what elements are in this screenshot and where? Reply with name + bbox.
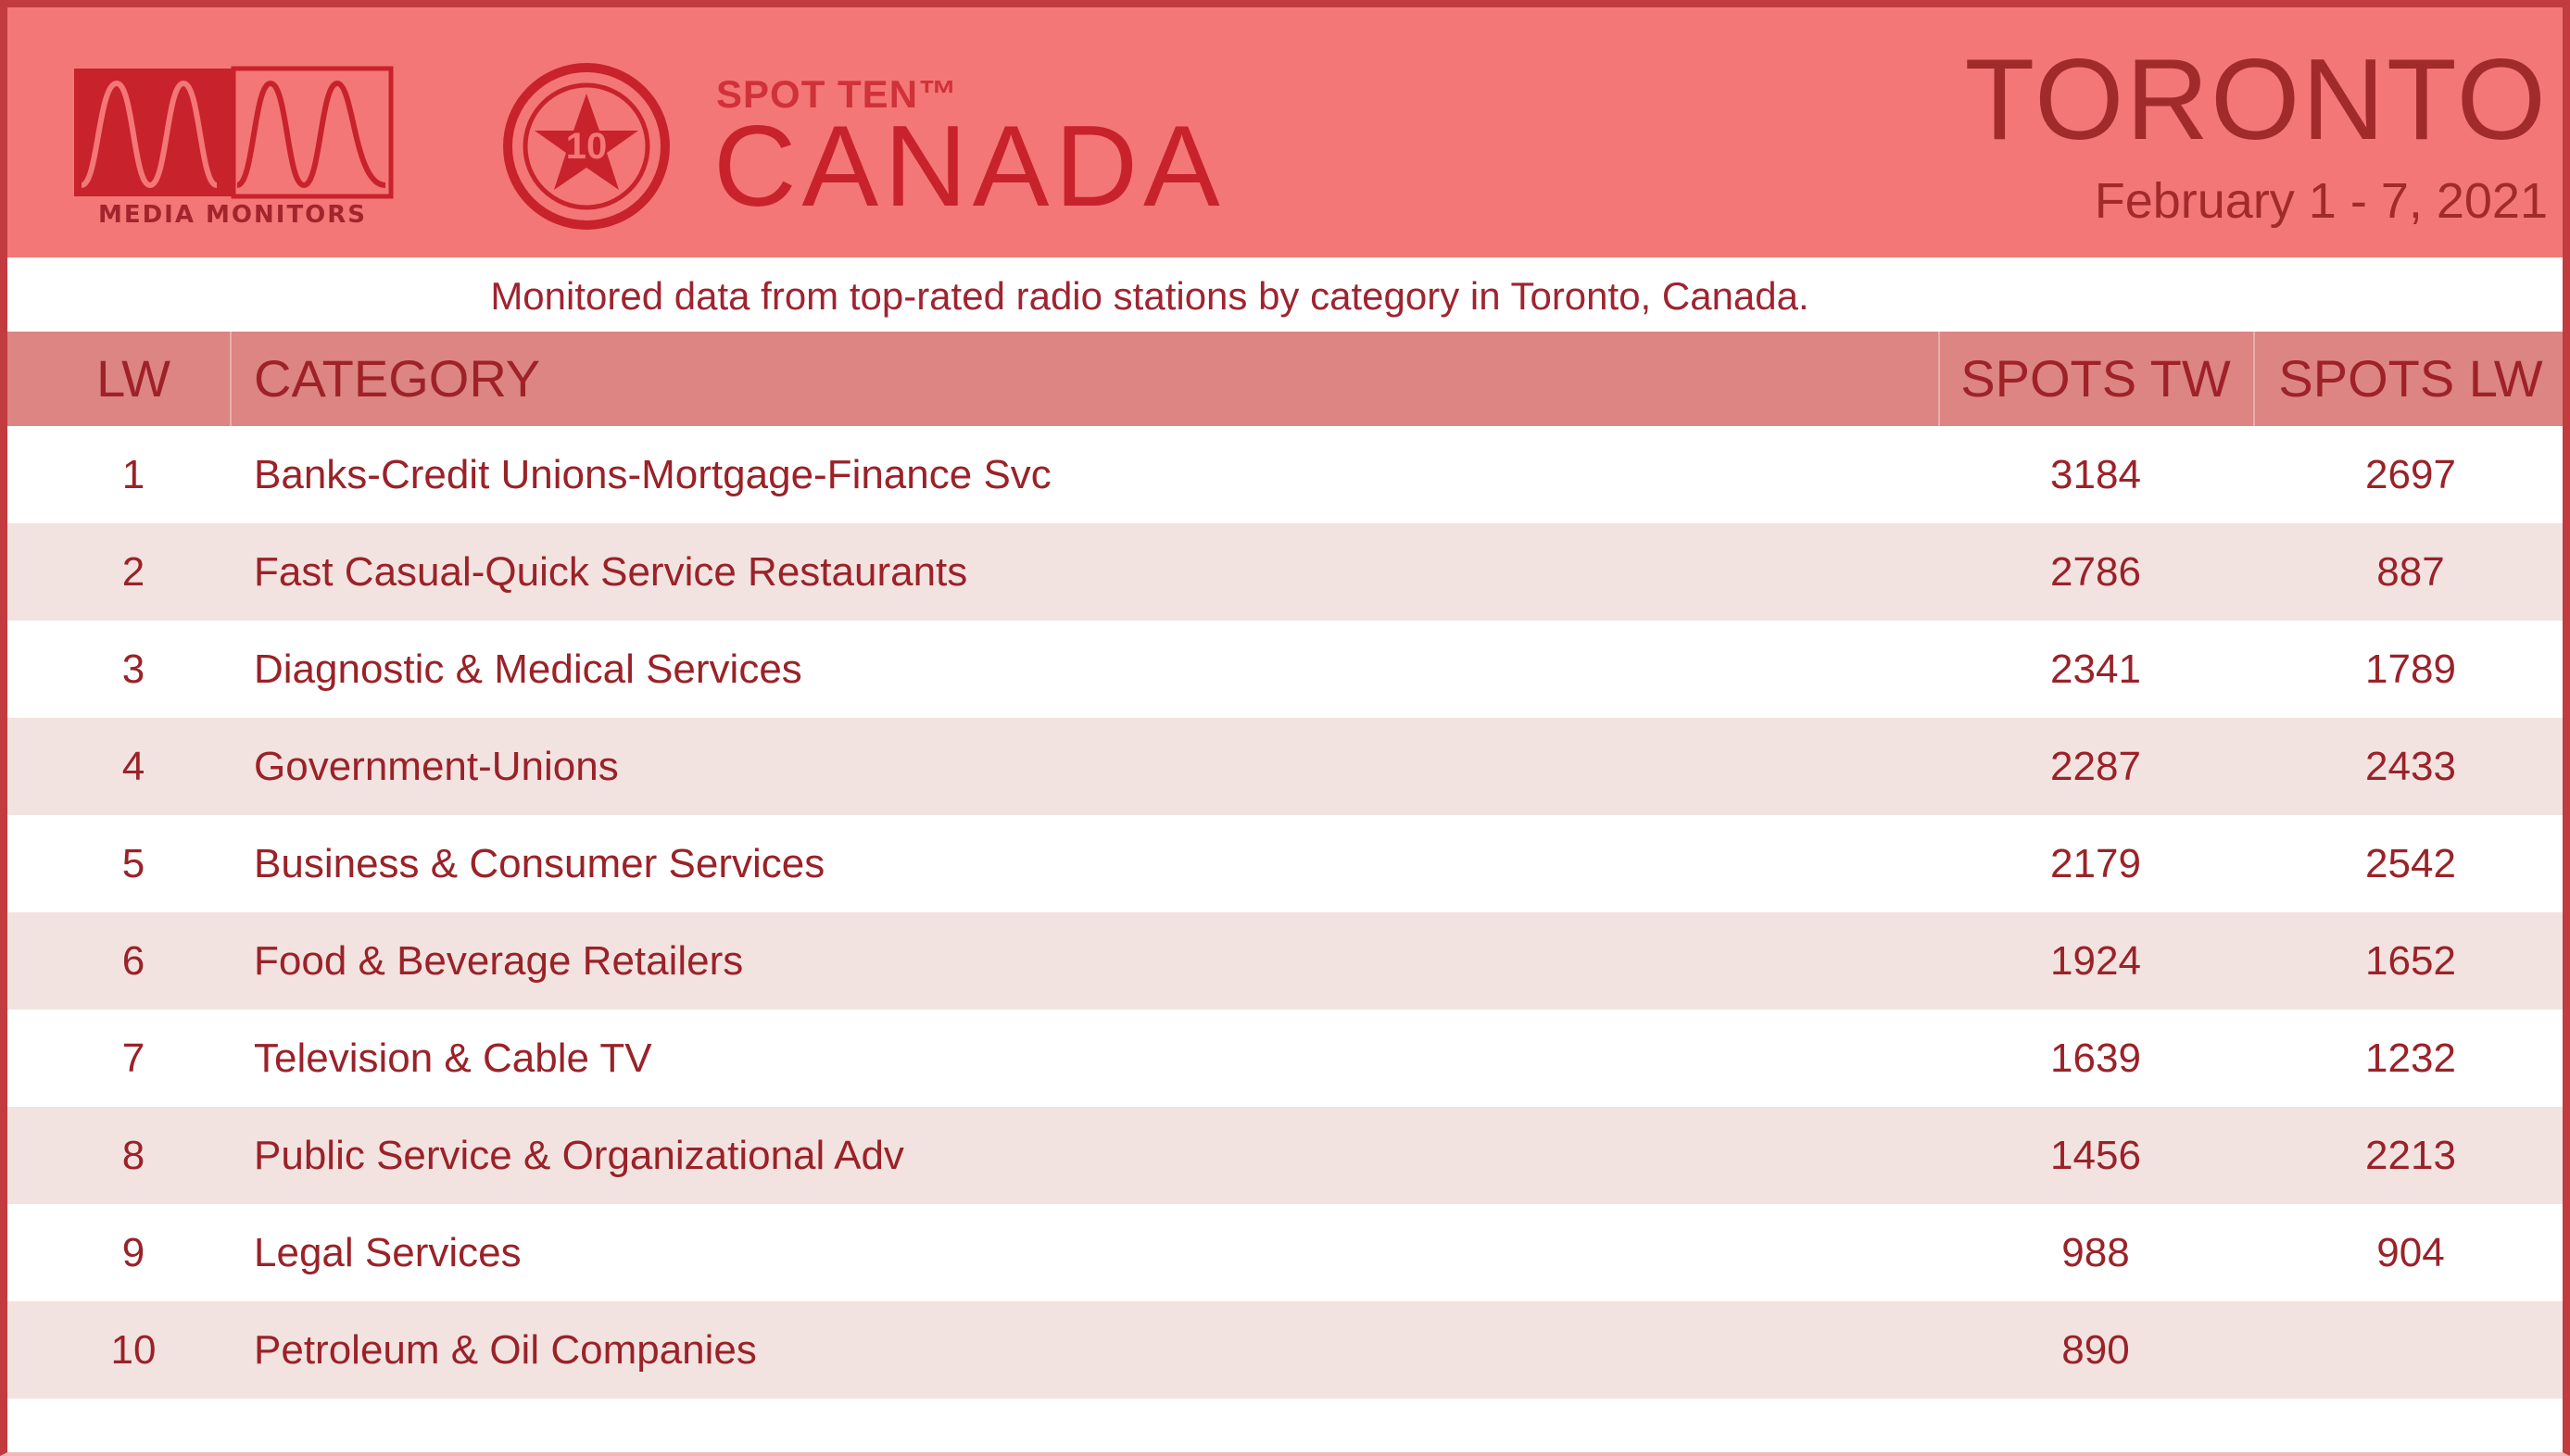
header-spots-lw: SPOTS LW bbox=[2278, 349, 2543, 408]
cell-spots-tw: 3184 bbox=[2050, 452, 2141, 497]
table-row: 5 Business & Consumer Services 2179 2542 bbox=[7, 815, 2563, 912]
table-row: 8 Public Service & Organizational Adv 14… bbox=[7, 1107, 2563, 1204]
cell-spots-lw: 1652 bbox=[2365, 938, 2456, 984]
table-row: 9 Legal Services 988 904 bbox=[7, 1204, 2563, 1301]
cell-spots-tw: 2287 bbox=[2050, 744, 2141, 789]
cell-lw: 5 bbox=[121, 841, 145, 886]
header-category: CATEGORY bbox=[254, 349, 541, 408]
table-body: 1 Banks-Credit Unions-Mortgage-Finance S… bbox=[7, 426, 2563, 1399]
cell-lw: 3 bbox=[121, 646, 145, 692]
cell-lw: 1 bbox=[121, 452, 145, 497]
cell-lw: 2 bbox=[121, 549, 145, 595]
cell-category: Business & Consumer Services bbox=[254, 841, 825, 886]
cell-spots-lw: 887 bbox=[2376, 549, 2445, 595]
cell-spots-lw: 2697 bbox=[2365, 452, 2456, 497]
cell-category: Television & Cable TV bbox=[254, 1036, 652, 1081]
table-row: 3 Diagnostic & Medical Services 2341 178… bbox=[7, 621, 2563, 718]
cell-spots-lw: 2542 bbox=[2365, 841, 2456, 886]
cell-category: Legal Services bbox=[254, 1230, 522, 1275]
cell-spots-lw: 1232 bbox=[2365, 1036, 2456, 1081]
city-title: TORONTO bbox=[1964, 36, 2548, 164]
cell-spots-tw: 2341 bbox=[2050, 646, 2141, 692]
badge-number: 10 bbox=[566, 126, 608, 167]
cell-lw: 7 bbox=[121, 1036, 145, 1081]
star-circle-badge-icon: 10 bbox=[503, 63, 670, 230]
cell-spots-lw: 2433 bbox=[2365, 744, 2456, 789]
cell-spots-lw: 1789 bbox=[2365, 646, 2456, 692]
column-divider bbox=[1938, 332, 1940, 1386]
cell-spots-lw: 904 bbox=[2376, 1230, 2445, 1275]
cell-category: Banks-Credit Unions-Mortgage-Finance Svc bbox=[254, 452, 1052, 497]
header-spots-tw: SPOTS TW bbox=[1960, 349, 2231, 408]
cell-category: Diagnostic & Medical Services bbox=[254, 646, 802, 692]
cell-spots-tw: 1456 bbox=[2050, 1133, 2141, 1178]
cell-lw: 10 bbox=[110, 1327, 157, 1373]
table-row: 6 Food & Beverage Retailers 1924 1652 bbox=[7, 912, 2563, 1010]
table-row: 10 Petroleum & Oil Companies 890 bbox=[7, 1301, 2563, 1399]
product-name-large: CANADA bbox=[713, 103, 1226, 231]
report-subtitle: Monitored data from top-rated radio stat… bbox=[490, 274, 1809, 318]
cell-spots-tw: 2179 bbox=[2050, 841, 2141, 886]
table-header: LW CATEGORY SPOTS TW SPOTS LW bbox=[7, 332, 2563, 426]
cell-spots-tw: 890 bbox=[2061, 1327, 2130, 1373]
product-name-small: SPOT TEN™ bbox=[716, 72, 959, 116]
cell-spots-tw: 988 bbox=[2061, 1230, 2130, 1275]
cell-category: Food & Beverage Retailers bbox=[254, 938, 744, 984]
media-monitors-logo: MEDIA MONITORS bbox=[74, 66, 394, 227]
cell-spots-tw: 2786 bbox=[2050, 549, 2141, 595]
cell-category: Petroleum & Oil Companies bbox=[254, 1327, 757, 1373]
cell-category: Public Service & Organizational Adv bbox=[254, 1133, 904, 1178]
report-header: MEDIA MONITORS 10 SPOT TEN™ CANADA TORON… bbox=[7, 7, 2563, 257]
cell-spots-tw: 1639 bbox=[2050, 1036, 2141, 1081]
column-divider bbox=[2253, 332, 2255, 1386]
date-range: February 1 - 7, 2021 bbox=[2094, 173, 2548, 229]
cell-category: Government-Unions bbox=[254, 744, 619, 789]
cell-lw: 9 bbox=[121, 1230, 145, 1275]
header-lw: LW bbox=[96, 349, 170, 408]
cell-spots-tw: 1924 bbox=[2050, 938, 2141, 984]
cell-lw: 4 bbox=[121, 744, 145, 789]
cell-lw: 8 bbox=[121, 1133, 145, 1178]
table-row: 7 Television & Cable TV 1639 1232 bbox=[7, 1010, 2563, 1107]
media-monitors-wordmark: MEDIA MONITORS bbox=[98, 201, 367, 227]
cell-lw: 6 bbox=[121, 938, 145, 984]
table-row: 2 Fast Casual-Quick Service Restaurants … bbox=[7, 523, 2563, 621]
cell-spots-lw: 2213 bbox=[2365, 1133, 2456, 1178]
table-row: 1 Banks-Credit Unions-Mortgage-Finance S… bbox=[7, 426, 2563, 523]
column-divider bbox=[230, 332, 232, 1386]
table-row: 4 Government-Unions 2287 2433 bbox=[7, 718, 2563, 815]
cell-category: Fast Casual-Quick Service Restaurants bbox=[254, 549, 968, 595]
